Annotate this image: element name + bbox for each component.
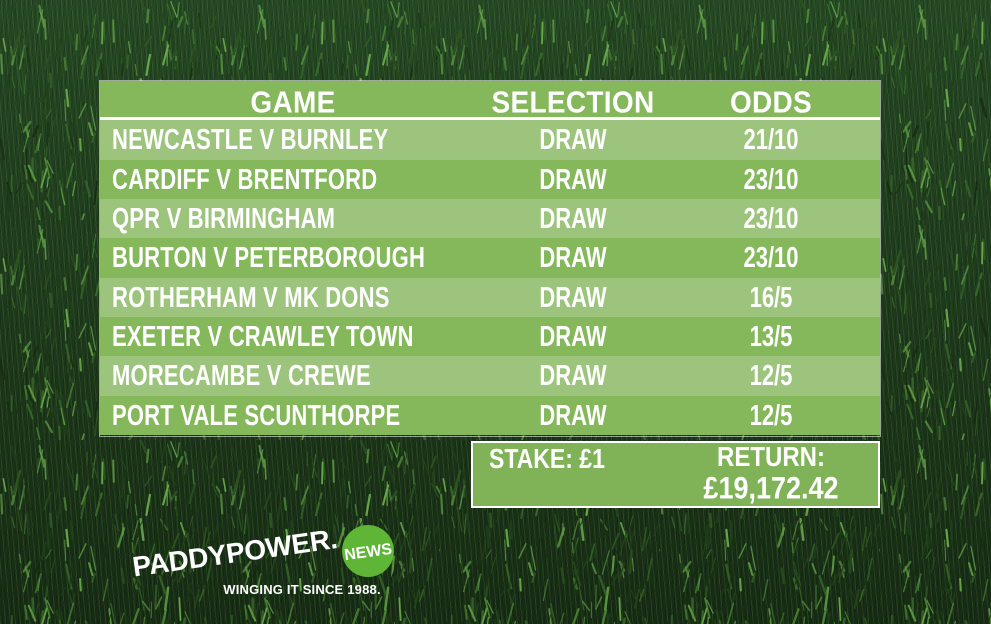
svg-text:WINGING IT SINCE 1988.: WINGING IT SINCE 1988. — [223, 582, 381, 597]
svg-text:PADDYPOWER.: PADDYPOWER. — [131, 524, 340, 582]
